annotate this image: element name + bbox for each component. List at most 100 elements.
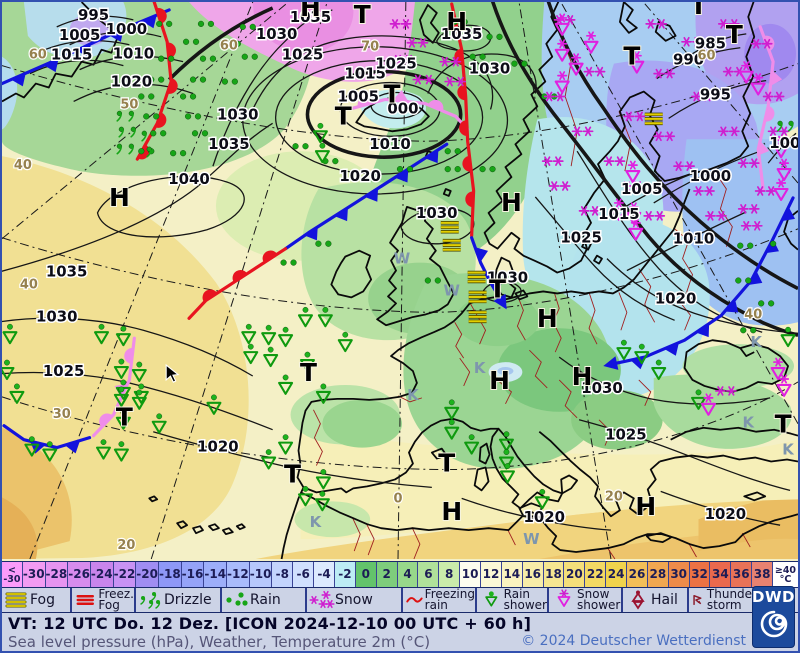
svg-text:1025: 1025 xyxy=(282,46,324,64)
scale-cell-38: 38 xyxy=(751,562,773,587)
svg-text:H: H xyxy=(489,366,510,395)
svg-text:000: 000 xyxy=(387,99,418,117)
scale-cell-6: 6 xyxy=(417,562,439,587)
svg-text:T: T xyxy=(284,459,301,488)
scale-cell--24: -24 xyxy=(89,562,113,587)
svg-text:60: 60 xyxy=(220,39,238,54)
scale-cell--20: -20 xyxy=(135,562,158,587)
svg-text:1005: 1005 xyxy=(621,180,663,198)
svg-text:1020: 1020 xyxy=(197,438,239,456)
svg-text:1020: 1020 xyxy=(655,289,697,307)
drizzle-icon xyxy=(140,592,161,609)
dwd-logo-text: DWD xyxy=(752,588,795,606)
scale-cell-8: 8 xyxy=(438,562,460,587)
legend-label-hail: Hail xyxy=(651,592,678,608)
svg-text:1040: 1040 xyxy=(168,170,210,188)
svg-text:H: H xyxy=(635,492,656,521)
svg-text:20: 20 xyxy=(605,489,623,504)
svg-text:T: T xyxy=(775,410,792,439)
svg-text:1025: 1025 xyxy=(560,229,602,247)
svg-text:1030: 1030 xyxy=(416,204,458,222)
scale-cell-24: 24 xyxy=(605,562,627,587)
legend-label-snow: Snow xyxy=(335,592,373,608)
legend-label-freezing-fog: Freez. Fog xyxy=(98,588,134,612)
svg-text:1010: 1010 xyxy=(369,135,411,153)
svg-text:K: K xyxy=(782,441,794,459)
scale-cell--2: -2 xyxy=(334,562,355,587)
svg-text:H: H xyxy=(446,7,467,36)
legend-item-hail: Hail xyxy=(621,588,687,612)
legend-label-thunderstorm: Thunder storm xyxy=(706,588,757,612)
svg-text:60: 60 xyxy=(697,49,715,64)
scale-cell-32: 32 xyxy=(688,562,710,587)
scale-cell-16: 16 xyxy=(521,562,543,587)
svg-text:W: W xyxy=(394,250,410,268)
legend-label-fog: Fog xyxy=(30,592,56,608)
svg-text:1030: 1030 xyxy=(487,268,529,286)
svg-text:0: 0 xyxy=(394,491,403,506)
scale-cell--12: -12 xyxy=(226,562,249,587)
svg-text:W: W xyxy=(523,530,539,548)
svg-text:1030: 1030 xyxy=(581,379,623,397)
svg-text:1015: 1015 xyxy=(344,65,386,83)
rain-shower-icon xyxy=(485,591,498,607)
svg-text:K: K xyxy=(474,359,486,377)
occl-front xyxy=(346,97,470,131)
legend-label-rain-shower: Rain shower xyxy=(503,588,547,612)
scale-cell-2: 2 xyxy=(375,562,397,587)
svg-text:1030: 1030 xyxy=(36,307,78,325)
warm-front xyxy=(135,2,173,161)
scale-cell--14: -14 xyxy=(203,562,227,587)
svg-text:40: 40 xyxy=(744,307,762,322)
svg-text:995: 995 xyxy=(78,6,109,24)
svg-text:T: T xyxy=(623,42,640,71)
weather-map-svg: 9951000100510101015102010301035104010351… xyxy=(2,2,798,561)
svg-text:1030: 1030 xyxy=(469,60,511,78)
svg-text:H: H xyxy=(300,2,321,22)
svg-text:K: K xyxy=(742,414,754,432)
svg-text:30: 30 xyxy=(53,407,71,422)
svg-text:40: 40 xyxy=(20,277,38,292)
svg-text:60: 60 xyxy=(29,48,47,63)
svg-text:40: 40 xyxy=(14,158,32,173)
svg-text:1020: 1020 xyxy=(705,505,747,523)
svg-text:1025: 1025 xyxy=(375,55,417,73)
legend-item-snow: Snow xyxy=(305,588,401,612)
mouse-cursor xyxy=(165,363,180,383)
scale-cell-<-30: < -30 xyxy=(2,562,22,587)
svg-text:K: K xyxy=(310,513,322,531)
legend-item-freezing-rain: Freezing rain xyxy=(401,588,475,612)
svg-text:K: K xyxy=(407,386,419,404)
scale-cell-30: 30 xyxy=(667,562,689,587)
rain-icon xyxy=(226,592,248,606)
chart-description: Sea level pressure (hPa), Weather, Tempe… xyxy=(8,633,431,651)
chart-footer: VT: 12 UTC Do. 12 Dez. [ICON 2024-12-10 … xyxy=(2,613,798,651)
dwd-logo: DWD xyxy=(752,586,795,648)
svg-text:1000: 1000 xyxy=(690,167,732,185)
svg-text:70: 70 xyxy=(361,40,379,55)
scale-cell-14: 14 xyxy=(500,562,522,587)
svg-text:T: T xyxy=(335,101,352,130)
svg-text:985: 985 xyxy=(695,35,726,53)
valid-time-line: VT: 12 UTC Do. 12 Dez. [ICON 2024-12-10 … xyxy=(8,614,532,633)
svg-text:T: T xyxy=(354,2,371,29)
scale-cell--8: -8 xyxy=(271,562,293,587)
svg-text:1025: 1025 xyxy=(43,362,85,380)
svg-text:1015: 1015 xyxy=(51,46,93,64)
svg-text:T: T xyxy=(438,448,455,477)
svg-text:1010: 1010 xyxy=(673,230,715,248)
scale-cell--16: -16 xyxy=(180,562,204,587)
scale-cell-26: 26 xyxy=(626,562,647,587)
scale-cell--4: -4 xyxy=(313,562,334,587)
scale-cell--28: -28 xyxy=(44,562,68,587)
snow-icon xyxy=(309,590,335,609)
svg-text:1030: 1030 xyxy=(217,105,259,123)
dwd-spiral-icon xyxy=(760,610,787,638)
svg-text:1020: 1020 xyxy=(111,73,153,91)
svg-text:1020: 1020 xyxy=(524,508,566,526)
legend-item-thunderstorm: Thunder storm xyxy=(687,588,757,612)
svg-text:1035: 1035 xyxy=(290,8,332,26)
scale-cell--30: -30 xyxy=(21,562,45,587)
warm-front xyxy=(450,2,476,238)
scale-cell--26: -26 xyxy=(67,562,90,587)
